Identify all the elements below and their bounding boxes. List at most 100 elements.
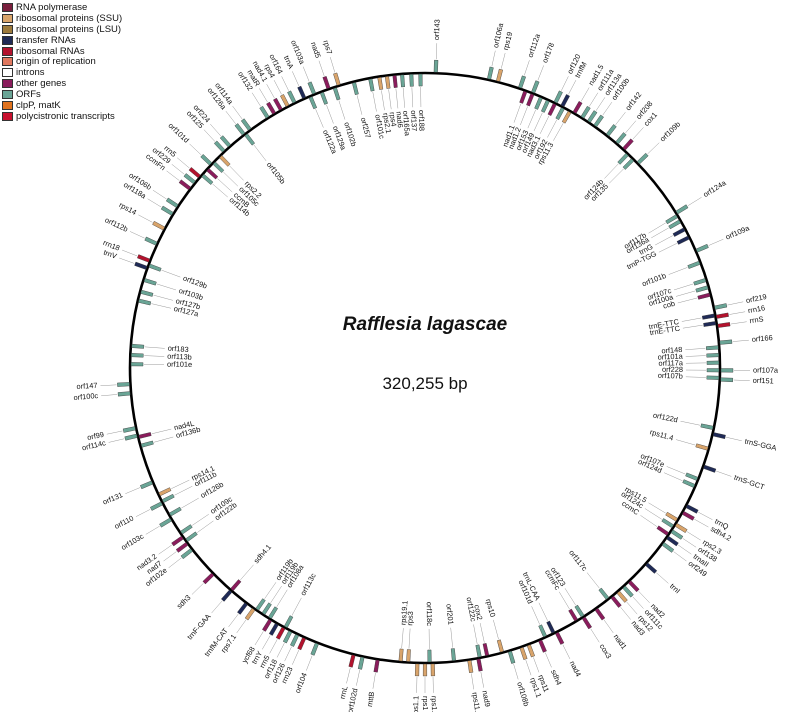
gene-block: [665, 214, 678, 225]
gene-block: [645, 562, 658, 574]
gene-leader: [203, 129, 216, 142]
gene-block: [594, 607, 606, 621]
gene-block: [290, 633, 300, 647]
legend-swatch: [2, 57, 13, 67]
gene-block: [616, 590, 628, 603]
gene-block: [610, 595, 622, 608]
gene-leader: [306, 655, 313, 671]
gene-leader: [119, 257, 135, 264]
gene-label: nad9: [480, 690, 492, 708]
gene-leader: [356, 95, 363, 115]
gene-leader: [232, 105, 243, 120]
gene-leader: [266, 84, 275, 99]
gene-block: [140, 289, 154, 297]
gene-block: [668, 219, 682, 230]
gene-label: nad1: [612, 632, 629, 651]
gene-leader: [402, 87, 405, 108]
gene-leader: [395, 88, 399, 109]
gene-block: [165, 197, 179, 208]
legend-item: ribosomal proteins (SSU): [2, 13, 122, 24]
gene-block: [622, 158, 635, 170]
gene-block: [287, 90, 297, 104]
gene-leader: [388, 89, 392, 110]
gene-block: [720, 377, 734, 383]
gene-block: [496, 68, 504, 82]
gene-leader: [264, 582, 277, 599]
gene-block: [221, 589, 233, 602]
gene-block: [705, 345, 719, 351]
gene-block: [117, 382, 130, 387]
gene-block: [280, 94, 290, 107]
gene-leader: [292, 649, 300, 665]
gene-block: [240, 118, 252, 131]
gene-label: rps11.4: [649, 427, 675, 442]
gene-leader: [269, 639, 278, 654]
gene-block: [219, 135, 232, 148]
legend-label: introns: [16, 67, 45, 79]
gene-block: [230, 579, 242, 592]
gene-block: [534, 96, 543, 110]
gene-leader: [129, 231, 145, 239]
gene-leader: [356, 669, 360, 686]
gene-leader: [450, 627, 453, 648]
gene-leader: [156, 283, 177, 291]
gene-leader: [685, 376, 706, 378]
legend-swatch: [2, 24, 13, 34]
gene-block: [144, 236, 158, 246]
gene-block: [656, 525, 669, 536]
gene-block: [180, 548, 193, 560]
legend-swatch: [2, 111, 13, 121]
gene-label: orf137: [409, 110, 419, 131]
gene-label: sdh4: [549, 668, 564, 686]
legend-item: RNA polymerase: [2, 2, 122, 13]
gene-leader: [545, 652, 552, 668]
gene-label: orf113c: [298, 571, 317, 597]
gene-block: [430, 663, 436, 677]
gene-block: [581, 616, 593, 630]
gene-leader: [732, 339, 749, 342]
gene-rps1.1: rps1.1: [411, 663, 420, 712]
gene-leader: [640, 515, 658, 527]
gene-label: orf117a: [658, 358, 684, 367]
gene-block: [418, 73, 423, 87]
legend-label: ribosomal RNAs: [16, 45, 85, 57]
legend-item: origin of replication: [2, 56, 122, 67]
gene-leader: [229, 165, 244, 181]
gene-block: [561, 110, 572, 124]
gene-leader: [625, 120, 637, 134]
gene-leader: [658, 243, 677, 253]
gene-orf143: orf143: [432, 19, 442, 73]
gene-leader: [513, 663, 519, 680]
gene-leader: [708, 238, 724, 246]
gene-block: [519, 90, 528, 104]
gene-label: trnI: [668, 582, 682, 596]
gene-leader: [638, 591, 650, 603]
gene-leader: [716, 470, 732, 477]
gene-leader: [531, 606, 540, 625]
gene-block: [712, 432, 726, 440]
gene-orf107b: orf107b: [658, 371, 720, 381]
gene-block: [310, 642, 319, 656]
gene-leader: [480, 671, 484, 688]
gene-block: [244, 133, 256, 146]
gene-leader: [329, 57, 336, 73]
gene-leader: [151, 428, 172, 435]
gene-orf101d: orf101d: [167, 121, 213, 166]
gene-block: [283, 615, 294, 629]
genome-title: Rafflesia lagascae: [343, 314, 508, 335]
gene-label: trnV: [102, 248, 118, 261]
gene-block: [560, 94, 570, 107]
gene-leader: [273, 80, 282, 95]
gene-block: [628, 580, 640, 593]
gene-leader: [685, 355, 706, 357]
gene-block: [158, 487, 172, 497]
gene-leader: [491, 50, 496, 67]
gene-leader: [163, 551, 177, 562]
gene-block: [282, 630, 293, 644]
gene-block: [150, 501, 163, 511]
gene-leader: [727, 301, 744, 306]
gene-rps7: rps7: [321, 39, 341, 86]
gene-block: [138, 432, 152, 439]
gene-label: orf112a: [526, 32, 543, 59]
